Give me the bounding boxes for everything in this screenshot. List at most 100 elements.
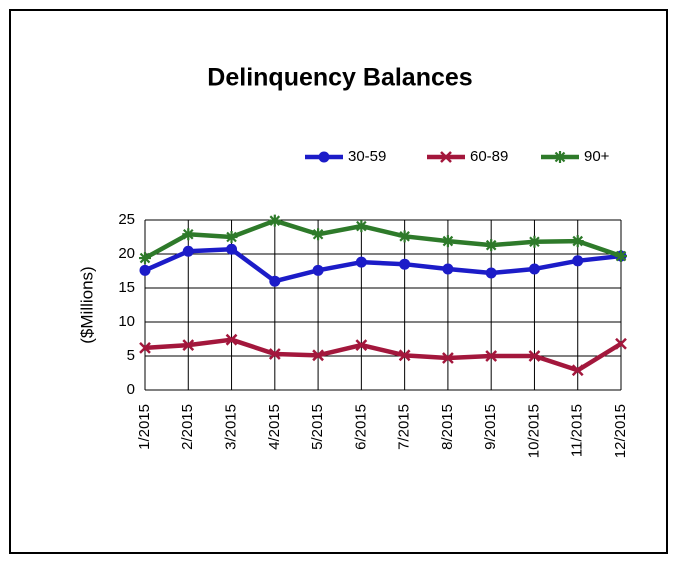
y-tick-label: 25 [118, 211, 135, 228]
series-line [144, 246, 622, 284]
legend-marker [440, 151, 452, 163]
point-marker-part [441, 235, 454, 248]
x-tick-label: 7/2015 [396, 404, 413, 450]
point-marker-part [615, 250, 627, 263]
point-marker [528, 263, 540, 275]
x-tick-label: 4/2015 [266, 404, 283, 450]
series-line [144, 337, 623, 373]
legend-marker-part [440, 151, 452, 163]
point-marker [485, 267, 497, 279]
point-marker [182, 339, 195, 352]
point-marker-part [528, 235, 541, 248]
series-line [143, 218, 622, 261]
chart-border [9, 9, 668, 554]
legend-marker-part [318, 151, 330, 163]
point-marker-part [225, 333, 238, 346]
point-marker-part [139, 252, 151, 265]
point-marker-part [485, 239, 498, 252]
point-marker-part [485, 350, 498, 362]
point-marker [485, 350, 498, 362]
y-axis-label: ($Millions) [77, 266, 96, 343]
legend-marker [318, 151, 330, 163]
point-marker [312, 228, 325, 241]
point-marker-part [268, 348, 281, 360]
x-tick-label: 11/2015 [569, 404, 586, 457]
point-marker-part [528, 263, 540, 275]
point-marker-part [182, 245, 194, 257]
point-marker-part [398, 230, 411, 243]
x-tick-label: 1/2015 [136, 404, 153, 450]
point-marker-part [355, 339, 368, 352]
point-marker-part [398, 349, 411, 362]
point-marker [398, 349, 411, 362]
point-marker [269, 275, 281, 287]
x-tick-label: 8/2015 [439, 404, 456, 450]
point-marker [528, 350, 541, 362]
x-tick-label: 5/2015 [309, 404, 326, 450]
point-marker-part [571, 235, 584, 248]
y-tick-label: 10 [118, 313, 135, 330]
point-marker-part [355, 256, 367, 268]
point-marker-part [312, 349, 324, 362]
point-marker-part [312, 228, 325, 241]
point-marker [225, 333, 238, 346]
point-marker-part [572, 255, 584, 267]
point-marker [442, 352, 454, 364]
point-marker-part [399, 258, 411, 270]
y-tick-label: 20 [118, 245, 135, 262]
legend-label: 90+ [584, 148, 610, 165]
x-tick-label: 10/2015 [525, 404, 542, 458]
point-marker [312, 349, 324, 362]
x-tick-label: 6/2015 [352, 404, 369, 450]
y-tick-label: 0 [127, 381, 135, 398]
point-marker-part [442, 263, 454, 275]
point-marker-part [225, 231, 238, 243]
point-marker-part [615, 337, 627, 350]
point-marker [571, 364, 584, 377]
point-marker [268, 214, 281, 227]
point-marker-part [312, 264, 324, 276]
point-marker-part [485, 267, 497, 279]
point-marker [139, 264, 151, 276]
point-marker-part [442, 352, 454, 364]
point-marker-part [269, 275, 281, 287]
point-marker-part [226, 243, 238, 255]
point-marker [528, 235, 541, 248]
point-marker [312, 264, 324, 276]
x-tick-label: 2/2015 [179, 404, 196, 450]
point-marker [398, 230, 411, 243]
legend-marker-part [554, 151, 566, 163]
chart-title: Delinquency Balances [207, 64, 472, 92]
legend-marker [554, 151, 566, 163]
point-marker [226, 243, 238, 255]
y-tick-label: 15 [118, 279, 135, 296]
point-marker [615, 337, 627, 350]
x-tick-label: 12/2015 [612, 404, 629, 458]
point-marker [225, 231, 238, 243]
point-marker-part [182, 339, 195, 352]
point-marker-part [528, 350, 541, 362]
point-marker [399, 258, 411, 270]
point-marker [442, 263, 454, 275]
point-marker [615, 250, 627, 263]
point-marker-part [355, 220, 368, 233]
legend-label: 30-59 [348, 148, 386, 165]
point-marker [355, 256, 367, 268]
point-marker [355, 220, 368, 233]
point-marker [182, 228, 195, 241]
x-tick-label: 9/2015 [482, 404, 499, 450]
point-marker [182, 245, 194, 257]
point-marker [572, 255, 584, 267]
point-marker-part [571, 364, 584, 377]
point-marker [355, 339, 368, 352]
point-marker [139, 252, 151, 265]
point-marker [268, 348, 281, 360]
point-marker-part [139, 341, 151, 354]
point-marker-part [268, 214, 281, 227]
y-tick-label: 5 [127, 347, 135, 364]
point-marker-part [182, 228, 195, 241]
point-marker-part [139, 264, 151, 276]
x-tick-label: 3/2015 [223, 404, 240, 450]
point-marker [441, 235, 454, 248]
